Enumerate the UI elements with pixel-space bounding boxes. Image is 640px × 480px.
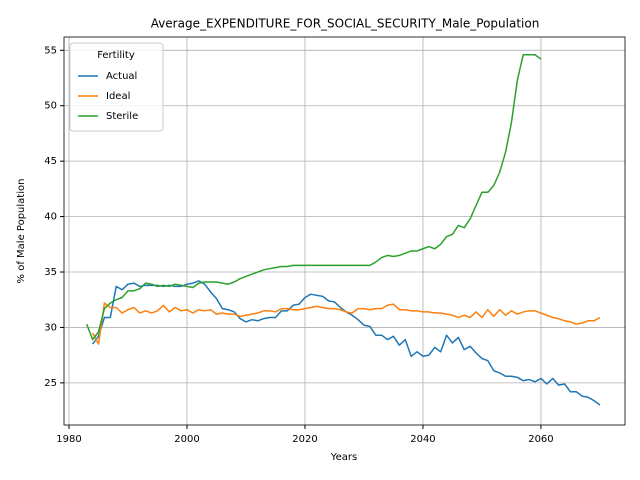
series-line — [86, 53, 542, 341]
x-tick-label: 2020 — [292, 434, 317, 445]
y-tick-label: 45 — [44, 156, 57, 167]
series-line — [92, 280, 601, 406]
plot-frame — [63, 36, 626, 426]
x-tick-label: 1980 — [56, 434, 81, 445]
legend-label: Actual — [106, 71, 137, 82]
y-tick-label: 55 — [44, 45, 57, 56]
y-tick-label: 40 — [44, 212, 57, 223]
legend-box — [69, 42, 164, 132]
legend-title: Fertility — [97, 50, 135, 61]
legend-label: Ideal — [106, 91, 130, 102]
x-tick-label: 2000 — [174, 434, 199, 445]
legend-label: Sterile — [106, 111, 138, 122]
y-tick-label: 35 — [44, 267, 57, 278]
series-line — [91, 302, 601, 345]
y-tick-label: 50 — [44, 101, 57, 112]
chart-title: Average_EXPENDITURE_FOR_SOCIAL_SECURITY_… — [151, 17, 540, 31]
x-tick-label: 2060 — [528, 434, 553, 445]
x-tick-label: 2040 — [410, 434, 435, 445]
x-axis-label: Years — [330, 452, 357, 463]
y-tick-label: 30 — [44, 322, 57, 333]
y-tick-label: 25 — [44, 378, 57, 389]
y-axis-label: % of Male Population — [16, 179, 27, 284]
